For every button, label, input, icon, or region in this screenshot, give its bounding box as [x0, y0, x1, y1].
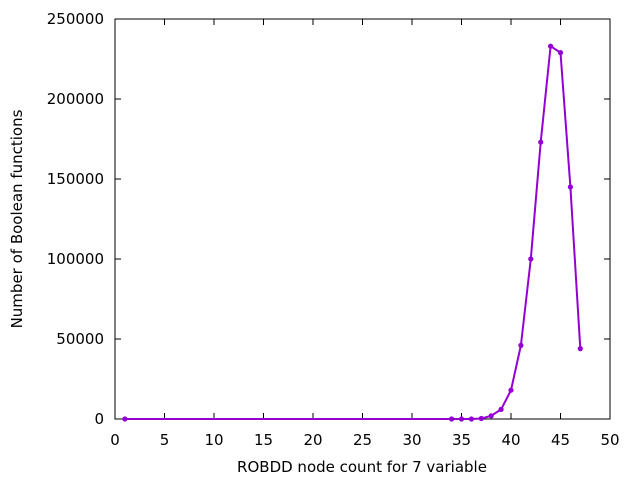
data-point — [538, 139, 544, 145]
x-axis-label: ROBDD node count for 7 variable — [237, 458, 487, 476]
data-point — [468, 416, 474, 422]
data-point — [528, 256, 534, 262]
y-tick-label: 150000 — [47, 170, 104, 188]
data-point — [478, 415, 484, 422]
data-point — [449, 416, 455, 422]
x-tick-label: 10 — [204, 431, 223, 449]
data-point — [498, 406, 504, 412]
y-tick-label: 250000 — [47, 10, 104, 28]
data-point — [458, 416, 465, 422]
x-axis-ticks: 0 5 10 15 20 25 30 35 40 45 50 — [110, 19, 620, 449]
data-point — [548, 43, 554, 49]
x-tick-label: 45 — [551, 431, 570, 449]
y-tick-label: 200000 — [47, 90, 104, 108]
data-point — [488, 413, 494, 419]
data-point — [567, 184, 574, 190]
x-tick-label: 5 — [160, 431, 170, 449]
x-tick-label: 20 — [303, 431, 322, 449]
data-point — [508, 387, 514, 393]
series-line — [124, 45, 582, 420]
x-tick-label: 35 — [452, 431, 471, 449]
y-tick-label: 100000 — [47, 250, 104, 268]
data-point — [122, 416, 128, 422]
x-tick-label: 15 — [254, 431, 273, 449]
x-tick-label: 40 — [501, 431, 520, 449]
data-point — [577, 346, 583, 352]
plot-frame — [114, 18, 611, 420]
y-tick-label: 0 — [94, 410, 104, 428]
y-axis-label: Number of Boolean functions — [8, 109, 26, 328]
x-tick-label: 25 — [353, 431, 372, 449]
data-point — [518, 342, 524, 348]
x-tick-label: 50 — [600, 431, 619, 449]
y-axis-ticks: 0 50000 100000 150000 200000 250000 — [47, 10, 610, 428]
x-tick-label: 30 — [402, 431, 421, 449]
data-point — [557, 50, 564, 56]
x-tick-label: 0 — [110, 431, 120, 449]
series-layer — [122, 43, 583, 422]
y-tick-label: 50000 — [56, 330, 104, 348]
